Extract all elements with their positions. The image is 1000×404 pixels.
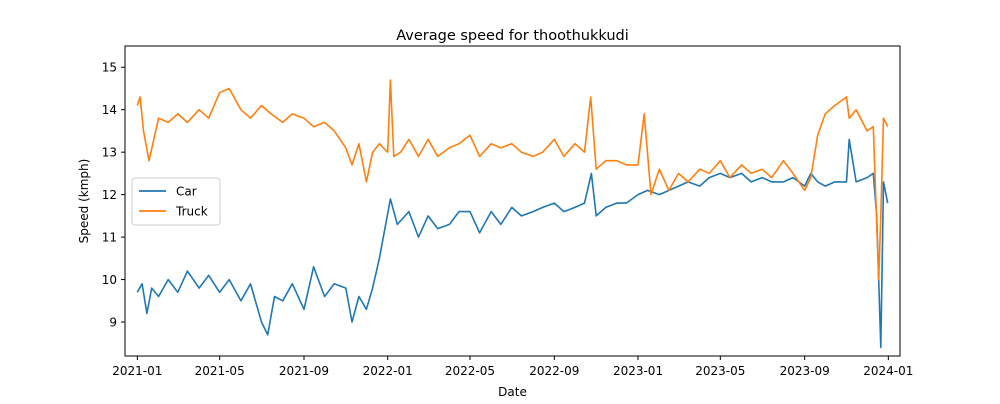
y-tick-label: 14 — [102, 103, 117, 117]
x-tick-label: 2022-01 — [363, 364, 413, 378]
x-tick-label: 2023-01 — [613, 364, 663, 378]
y-tick-label: 13 — [102, 145, 117, 159]
chart-title: Average speed for thoothukkudi — [396, 28, 629, 44]
y-tick-label: 9 — [109, 315, 117, 329]
x-axis-label: Date — [498, 385, 527, 399]
y-axis: 9 10 11 12 13 14 15 — [102, 61, 125, 329]
x-tick-label: 2022-09 — [529, 364, 579, 378]
y-axis-label: Speed (kmph) — [77, 159, 91, 244]
x-tick-label: 2021-01 — [112, 364, 162, 378]
series-line-car — [136, 138, 889, 349]
y-tick-label: 10 — [102, 273, 117, 287]
y-tick-label: 15 — [102, 61, 117, 75]
y-tick-label: 11 — [102, 230, 117, 244]
series-layer — [136, 79, 889, 349]
x-tick-label: 2021-05 — [195, 364, 245, 378]
legend-box — [131, 177, 221, 226]
series-line-truck — [136, 79, 889, 281]
x-tick-label: 2023-05 — [695, 364, 745, 378]
x-tick-label: 2022-05 — [445, 364, 495, 378]
legend-label-truck: Truck — [175, 204, 208, 218]
legend: Car Truck — [131, 177, 221, 226]
x-axis: 2021-01 2021-05 2021-09 2022-01 2022-05 2022-… — [112, 356, 913, 378]
legend-label-car: Car — [176, 184, 197, 198]
x-tick-label: 2021-09 — [279, 364, 329, 378]
x-tick-label: 2024-01 — [863, 364, 913, 378]
plot-frame — [124, 45, 901, 357]
x-tick-label: 2023-09 — [780, 364, 830, 378]
y-tick-label: 12 — [102, 188, 117, 202]
